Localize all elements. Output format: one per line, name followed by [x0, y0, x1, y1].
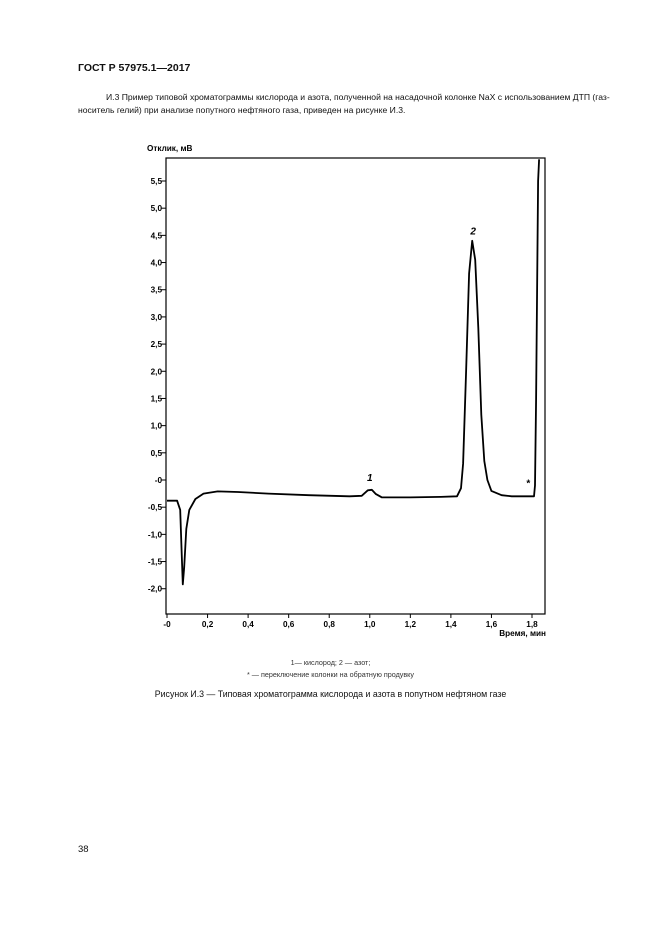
chromatogram-trace — [167, 159, 540, 586]
chromatogram-chart: 5,5 5,0 4,5 4,0 3,5 3,0 2,5 2,0 1,5 1,0 0,5 -0 -0,5 -… — [147, 144, 546, 638]
y-tick-label: 5,5 — [151, 177, 163, 186]
y-tick-label: -0 — [155, 476, 163, 485]
y-tick-label: 2,0 — [151, 367, 163, 376]
x-tick-label: 0,6 — [283, 620, 295, 629]
y-tick-label: -1,0 — [148, 530, 163, 539]
y-tick-label: 5,0 — [151, 204, 163, 213]
y-tick-label: -0,5 — [148, 503, 163, 512]
y-tick-label: -1,5 — [148, 558, 163, 567]
x-tick-label: 1,0 — [364, 620, 376, 629]
page-number: 38 — [78, 844, 89, 855]
x-tick-label: 1,6 — [486, 620, 498, 629]
plot-frame — [165, 157, 546, 615]
standard-header: ГОСТ Р 57975.1—2017 — [78, 62, 191, 74]
y-axis-label: Отклик, мВ — [147, 144, 193, 153]
peak-label: 2 — [469, 226, 476, 237]
peak-label: 1 — [367, 473, 373, 484]
y-tick-label: 2,5 — [151, 340, 163, 349]
peak-annotations: 1 2 * — [367, 226, 531, 489]
legend-peaks: 1— кислород; 2 — азот; — [290, 658, 371, 667]
y-tick-label: 3,5 — [151, 286, 163, 295]
x-tick-label: 1,8 — [526, 620, 538, 629]
y-tick-label: 1,0 — [151, 422, 163, 431]
peak-label: * — [526, 479, 531, 490]
x-tick-label: 0,2 — [202, 620, 214, 629]
y-tick-label: 3,0 — [151, 313, 163, 322]
y-tick-label: 4,0 — [151, 259, 163, 268]
y-tick-group: 5,5 5,0 4,5 4,0 3,5 3,0 2,5 2,0 1,5 1,0 0,5 -0 -0,5 -… — [148, 177, 166, 594]
y-tick-label: 4,5 — [151, 231, 163, 240]
x-tick-label: -0 — [163, 620, 171, 629]
y-tick-label: 0,5 — [151, 449, 163, 458]
x-tick-group: -0 0,2 0,4 0,6 0,8 1,0 1,2 1,4 1,6 1,8 — [163, 614, 538, 629]
x-tick-label: 1,4 — [445, 620, 457, 629]
x-tick-label: 0,4 — [242, 620, 254, 629]
y-tick-label: 1,5 — [151, 394, 163, 403]
x-axis-label: Время, мин — [499, 629, 546, 638]
legend-switch-note: * — переключение колонки на обратную про… — [246, 670, 414, 679]
y-tick-label: -2,0 — [148, 585, 163, 594]
x-tick-label: 0,8 — [324, 620, 336, 629]
figure-caption: Рисунок И.3 — Типовая хроматограмма кисл… — [154, 689, 507, 699]
x-tick-label: 1,2 — [405, 620, 417, 629]
intro-paragraph: И.3 Пример типовой хроматограммы кислоро… — [78, 92, 610, 115]
